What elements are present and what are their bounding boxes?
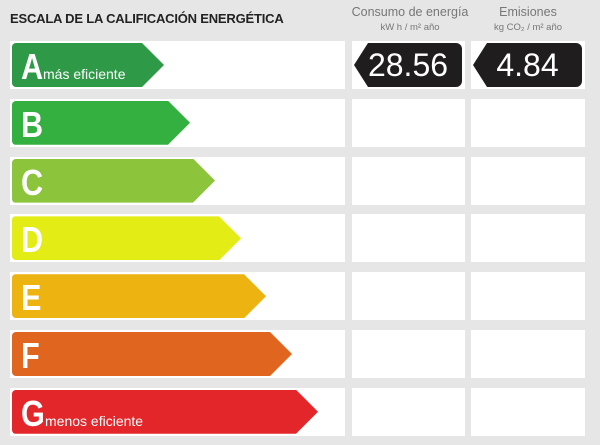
rating-arrow: D xyxy=(12,216,241,260)
rating-letter: G xyxy=(21,392,45,434)
emissions-cell xyxy=(471,214,585,263)
consumption-badge: 28.56 xyxy=(354,43,462,87)
rating-letter: D xyxy=(21,219,44,261)
rating-letter: F xyxy=(21,335,40,376)
rating-label: menos eficiente xyxy=(45,412,144,429)
emissions-cell xyxy=(471,387,585,436)
rating-arrow: C xyxy=(12,159,215,203)
rating-letter: C xyxy=(21,161,44,203)
rating-row-f: F xyxy=(10,330,590,378)
rating-row-c: C xyxy=(10,156,590,205)
page-title: ESCALA DE LA CALIFICACIÓN ENERGÉTICA xyxy=(10,11,284,26)
consumption-cell xyxy=(352,330,465,378)
consumption-cell xyxy=(352,272,465,321)
consumption-cell xyxy=(352,214,465,263)
rating-arrow: F xyxy=(12,332,292,376)
rating-label: más eficiente xyxy=(43,66,126,82)
rating-arrow: E xyxy=(12,274,266,318)
emissions-cell xyxy=(471,330,585,378)
consumption-cell xyxy=(352,156,465,205)
rating-letter: E xyxy=(21,277,42,319)
emissions-cell xyxy=(471,272,585,321)
emissions-cell xyxy=(471,98,585,147)
rating-arrow: G menos eficiente xyxy=(12,390,318,434)
emissions-cell xyxy=(471,156,585,205)
consumption-cell xyxy=(352,98,465,147)
rating-row-d: D xyxy=(10,214,590,263)
emissions-badge: 4.84 xyxy=(473,43,582,87)
emissions-header: Emisiones kg CO₂ / m² año xyxy=(468,5,588,33)
consumption-header: Consumo de energía kW h / m² año xyxy=(350,5,470,33)
rating-row-g: G menos eficiente xyxy=(10,387,590,436)
rating-row-e: E xyxy=(10,272,590,321)
consumption-unit: kW h / m² año xyxy=(380,22,440,33)
emissions-unit: kg CO₂ / m² año xyxy=(493,22,563,33)
rating-arrow: A más eficiente xyxy=(12,43,164,87)
rating-letter: A xyxy=(21,46,44,87)
emissions-label: Emisiones xyxy=(499,5,557,19)
consumption-cell xyxy=(352,387,465,436)
consumption-label: Consumo de energía xyxy=(351,5,469,19)
rating-row-a: A más eficiente 28.56 4.84 xyxy=(10,41,590,89)
rating-letter: B xyxy=(21,103,44,145)
rating-row-b: B xyxy=(10,98,590,147)
rating-arrow: B xyxy=(12,101,190,145)
